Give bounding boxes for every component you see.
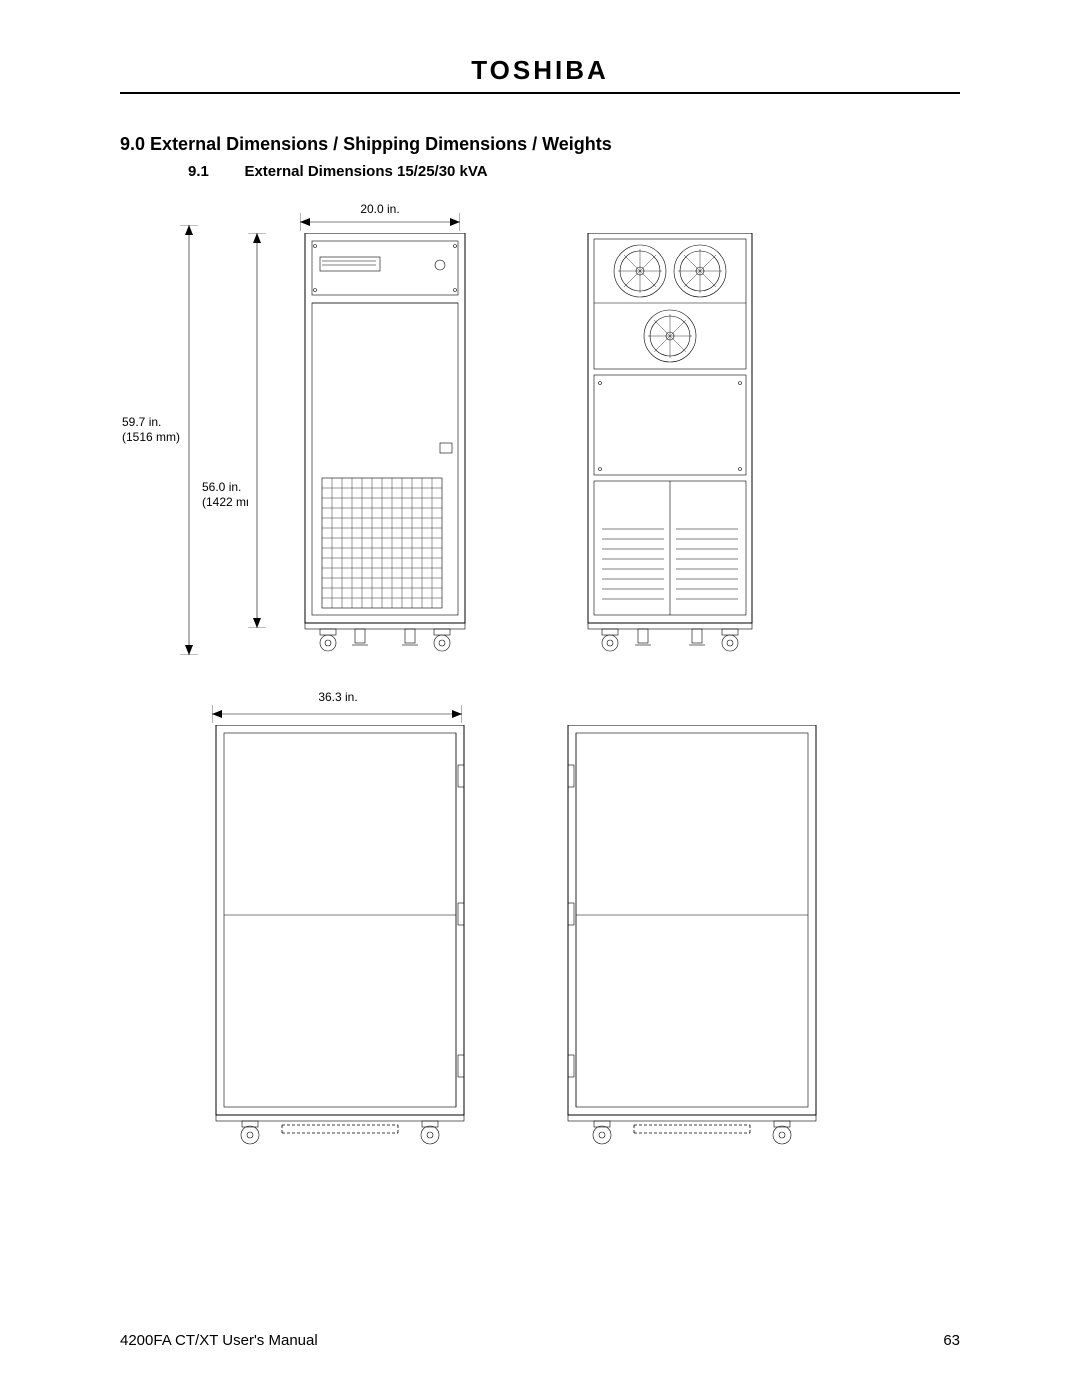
left-side-view [212,725,472,1145]
page-footer: 4200FA CT/XT User's Manual 63 [120,1332,960,1349]
section-num: 9.0 [120,134,145,154]
footer-manual-title: 4200FA CT/XT User's Manual [120,1332,318,1349]
section-title: 9.0 External Dimensions / Shipping Dimen… [120,134,960,155]
front-view [300,233,470,653]
header-rule [120,92,960,94]
right-side-view [560,725,820,1145]
subsection-num: 9.1 [188,163,240,180]
dim-height-full-arrow [180,225,198,655]
brand-logo: TOSHIBA [120,55,960,86]
rear-view [580,233,760,653]
subsection: 9.1 External Dimensions 15/25/30 kVA [188,163,960,181]
footer-page-number: 63 [943,1332,960,1349]
subsection-text: External Dimensions 15/25/30 kVA [244,163,487,180]
dim-depth-arrows [212,705,462,723]
section-text: External Dimensions / Shipping Dimension… [150,134,612,154]
dim-height-body-arrow [248,233,266,628]
dim-width-arrows [300,213,460,231]
diagram-area: 20.0 in.(508 mm) 59.7 in.(1516 mm) 56.0 … [120,185,960,1265]
